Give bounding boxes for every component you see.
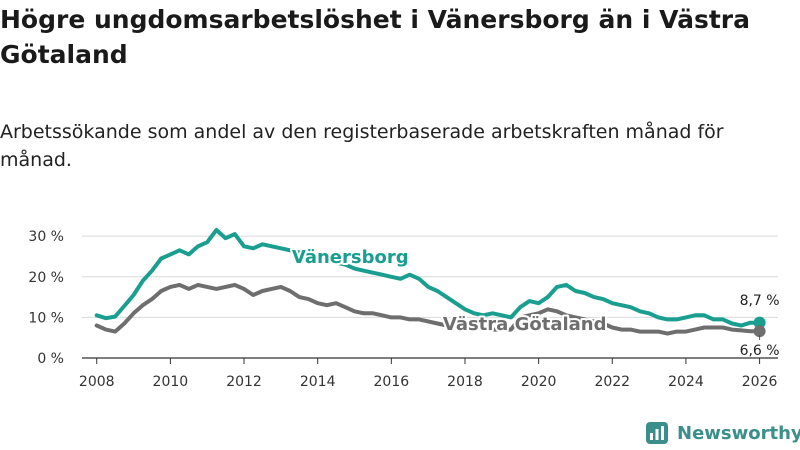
x-tick-label: 2026	[742, 374, 778, 390]
x-tick-label: 2012	[226, 374, 262, 390]
series-label-vanersborg: Vänersborg	[292, 247, 409, 268]
x-tick-label: 2022	[594, 374, 630, 390]
end-point-vastra-gotaland	[753, 325, 766, 338]
newsworthy-logo-icon	[646, 422, 668, 444]
x-tick-label: 2024	[668, 374, 704, 390]
brand-name: Newsworthy	[677, 422, 800, 444]
x-tick-label: 2008	[79, 374, 115, 390]
x-tick-label: 2010	[153, 374, 189, 390]
line-vanersborg	[94, 228, 762, 328]
y-tick-label: 0 %	[37, 351, 64, 367]
end-label-vanersborg: 8,7 %	[740, 293, 780, 309]
x-tick-label: 2020	[521, 374, 557, 390]
chart-subtitle: Arbetssökande som andel av den registerb…	[0, 121, 724, 171]
end-point-vanersborg	[753, 316, 766, 329]
brand-logo: Newsworthy	[645, 420, 800, 446]
chart-title: Högre ungdomsarbetslöshet i Vänersborg ä…	[0, 5, 750, 69]
line-vastra-gotaland	[94, 282, 762, 336]
series-label-vastra-gotaland: Västra Götaland	[443, 314, 607, 335]
y-tick-label: 30 %	[28, 229, 64, 245]
x-tick-label: 2016	[374, 374, 410, 390]
end-label-vastra-gotaland: 6,6 %	[740, 343, 780, 359]
x-tick-label: 2014	[300, 374, 336, 390]
x-tick-label: 2018	[447, 374, 483, 390]
y-tick-label: 20 %	[28, 270, 64, 286]
y-tick-label: 10 %	[28, 310, 64, 326]
